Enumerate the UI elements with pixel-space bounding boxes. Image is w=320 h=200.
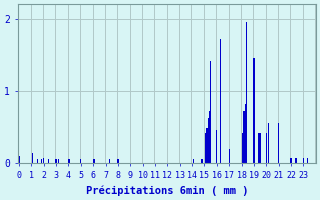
Bar	[278, 123, 279, 163]
Bar	[48, 159, 49, 163]
Bar	[201, 159, 203, 163]
Bar	[266, 133, 267, 163]
X-axis label: Précipitations 6min ( mm ): Précipitations 6min ( mm )	[85, 185, 248, 196]
Bar	[246, 22, 247, 163]
Bar	[92, 159, 94, 163]
Bar	[244, 111, 245, 163]
Bar	[228, 149, 230, 163]
Bar	[18, 156, 20, 163]
Bar	[206, 128, 208, 163]
Bar	[220, 39, 221, 163]
Bar	[209, 111, 210, 163]
Bar	[37, 159, 38, 163]
Bar	[41, 159, 42, 163]
Bar	[242, 133, 244, 163]
Bar	[58, 159, 59, 163]
Bar	[80, 159, 81, 163]
Bar	[32, 153, 33, 163]
Bar	[307, 158, 308, 163]
Bar	[210, 61, 211, 163]
Bar	[208, 118, 209, 163]
Bar	[68, 159, 69, 163]
Bar	[55, 159, 57, 163]
Bar	[108, 159, 110, 163]
Bar	[291, 158, 292, 163]
Bar	[260, 133, 261, 163]
Bar	[258, 133, 260, 163]
Bar	[268, 123, 269, 163]
Bar	[43, 158, 44, 163]
Bar	[117, 159, 118, 163]
Bar	[295, 158, 297, 163]
Bar	[245, 104, 246, 163]
Bar	[303, 158, 304, 163]
Bar	[94, 159, 95, 163]
Bar	[253, 58, 255, 163]
Bar	[69, 159, 70, 163]
Bar	[193, 159, 194, 163]
Bar	[216, 130, 218, 163]
Bar	[205, 133, 206, 163]
